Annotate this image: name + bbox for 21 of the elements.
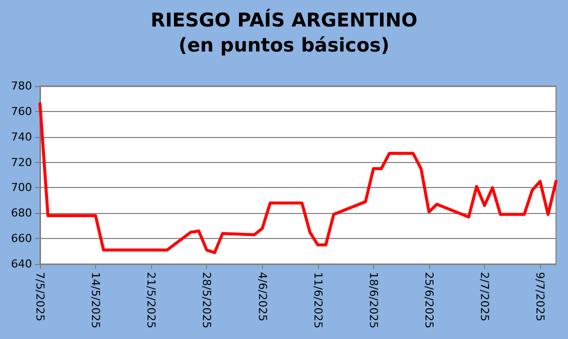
x-tick-label: 25/6/2025: [422, 272, 436, 328]
y-tick-label: 760: [11, 104, 32, 118]
x-tick-label: 11/6/2025: [311, 272, 324, 328]
y-tick-label: 720: [11, 156, 32, 169]
x-tick-label: 21/5/2025: [144, 272, 158, 328]
y-tick-label: 680: [11, 206, 32, 220]
y-tick-label: 700: [11, 181, 32, 194]
y-tick-label: 640: [11, 258, 32, 270]
chart-title: RIESGO PAÍS ARGENTINO: [150, 8, 418, 32]
x-tick-label: 14/5/2025: [89, 272, 102, 328]
y-tick-label: 660: [11, 232, 32, 246]
chart-subtitle: (en puntos básicos): [178, 34, 390, 56]
x-tick-label: 9/7/2025: [534, 272, 547, 322]
x-tick-label: 4/6/2025: [256, 272, 269, 322]
line-series: [38, 102, 558, 254]
x-tick-label: 7/5/2025: [34, 272, 46, 322]
x-tick-label: 18/6/2025: [366, 272, 380, 328]
y-tick-label: 780: [11, 80, 32, 92]
x-tick-label: 2/7/2025: [478, 272, 492, 322]
y-tick-label: 740: [11, 130, 32, 144]
x-tick-label: 28/5/2025: [200, 272, 214, 328]
